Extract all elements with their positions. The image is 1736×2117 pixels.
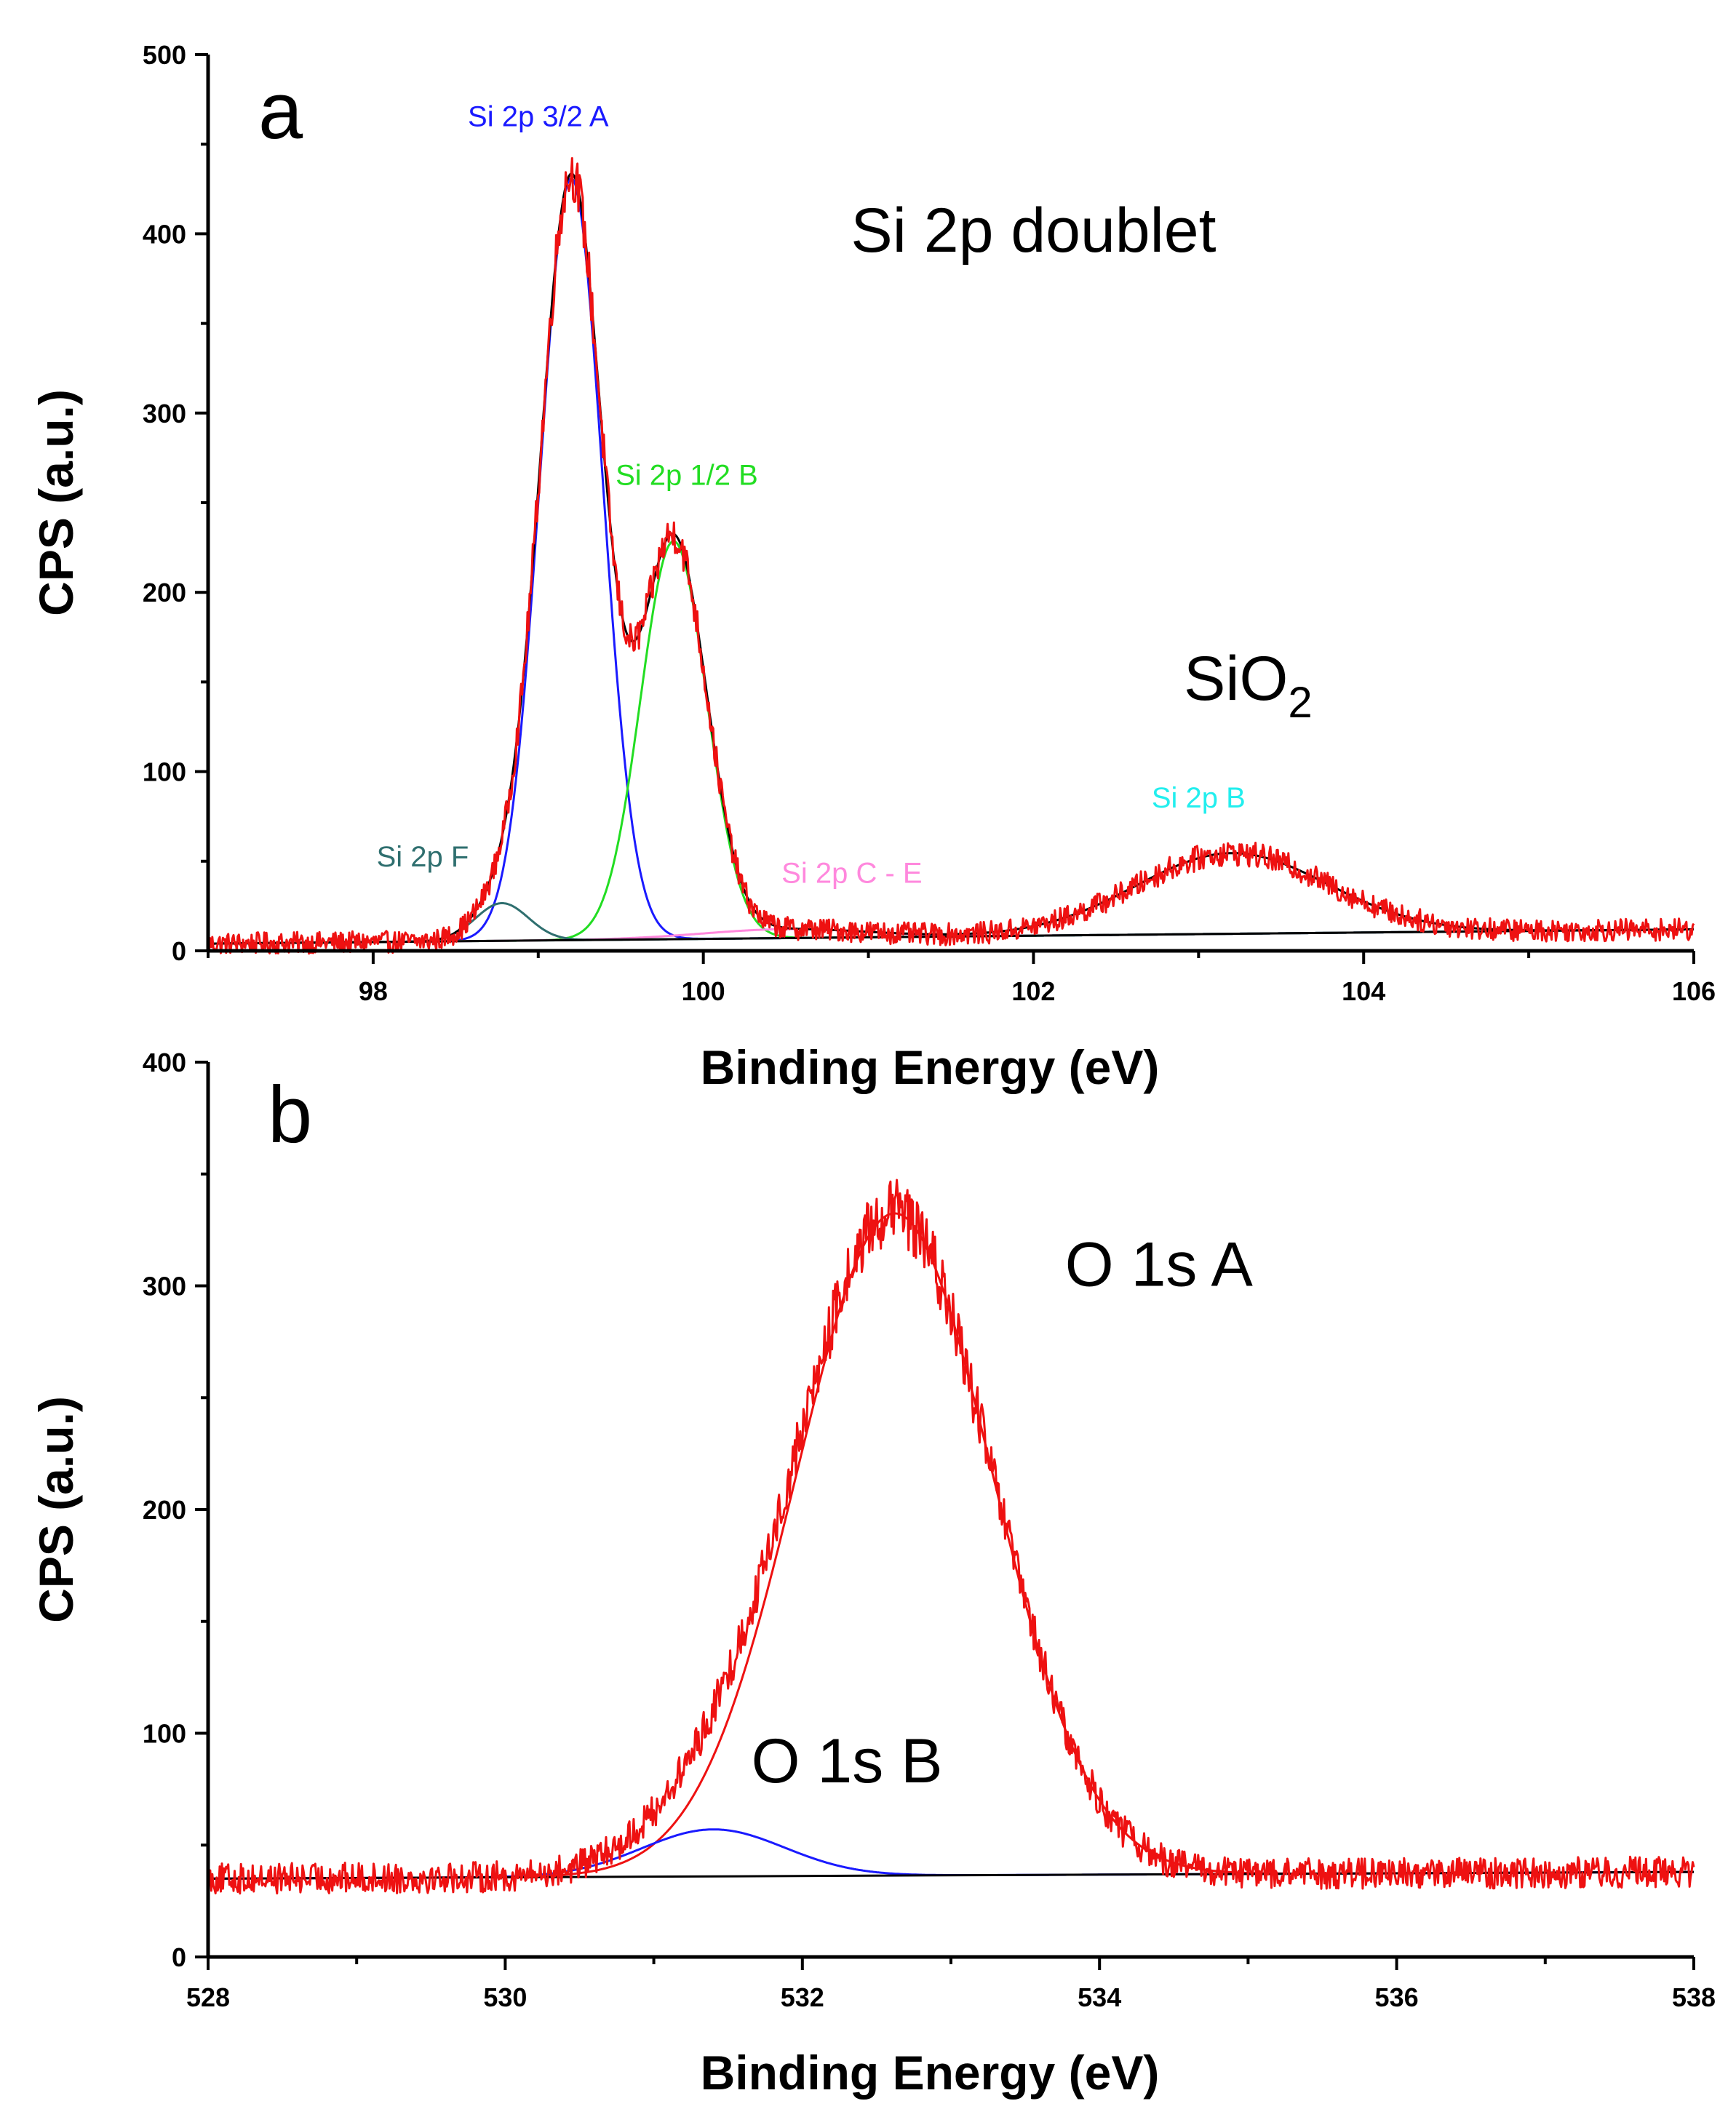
x-tick-label: 106	[1672, 976, 1716, 1006]
annotation-text: O 1s A	[1065, 1230, 1254, 1300]
y-tick-label: 200	[143, 578, 186, 607]
y-tick-label: 100	[143, 1719, 186, 1749]
y-tick-label: 100	[143, 757, 186, 787]
y-tick-label: 400	[143, 1048, 186, 1077]
panel-b-y-title: CPS (a.u.)	[29, 1396, 83, 1623]
annotation-o-1s-a: O 1s A	[1065, 1230, 1254, 1300]
y-tick-label: 500	[143, 40, 186, 70]
panel-b-letter: b	[268, 1070, 312, 1160]
panel-a-ticks: 98 100 102 104 106 0 100 200 300 400 500	[143, 40, 1716, 1006]
x-tick-label: 528	[186, 1982, 230, 2012]
x-tick-label: 530	[483, 1982, 527, 2012]
x-tick-label: 104	[1342, 976, 1385, 1006]
y-tick-label: 400	[143, 219, 186, 249]
panel-b: 528 530 532 534 536 538 0 100 200 300 400 b Bindin…	[29, 1048, 1716, 2100]
annotation-text: O 1s B	[752, 1726, 943, 1796]
panel-a-x-title: Binding Energy (eV)	[701, 1040, 1160, 1094]
annotation-si-2p-1-2-b: Si 2p 1/2 B	[616, 459, 758, 491]
annotation-o-1s-b: O 1s B	[752, 1726, 943, 1796]
annotation-si-2p-f: Si 2p F	[377, 841, 469, 873]
y-tick-label: 300	[143, 1272, 186, 1301]
panel-a-letter: a	[258, 66, 303, 156]
series-measured-spectrum	[207, 1179, 1695, 1895]
series-si-2p-3-2-a	[208, 177, 1694, 945]
x-tick-label: 532	[781, 1982, 824, 2012]
annotation-si-2p-3-2-a: Si 2p 3/2 A	[468, 101, 609, 133]
panel-b-x-title: Binding Energy (eV)	[701, 2046, 1160, 2100]
series-envelope	[208, 172, 1694, 945]
x-tick-label: 102	[1011, 976, 1055, 1006]
panel-a-annotations: Si 2p doublet SiO2 Si 2p 3/2 A Si 2p 1/2 B S…	[377, 101, 1313, 890]
annotation-text: Si 2p 3/2 A	[468, 101, 609, 133]
x-tick-label: 534	[1078, 1982, 1121, 2012]
annotation-si-2p-doublet: Si 2p doublet	[851, 196, 1216, 266]
panel-a-y-title: CPS (a.u.)	[29, 389, 83, 616]
series-measured-spectrum	[207, 157, 1695, 955]
y-tick-label: 300	[143, 399, 186, 428]
series-si-2p-1-2-b	[208, 540, 1694, 945]
annotation-text: Si 2p C - E	[781, 857, 922, 889]
panel-a-series	[207, 157, 1695, 955]
annotation-subscript: 2	[1288, 678, 1312, 727]
annotation-sio: SiO2	[1184, 644, 1313, 727]
annotation-si-2p-b: Si 2p B	[1152, 782, 1246, 814]
annotation-si-2p-c-e: Si 2p C - E	[781, 857, 922, 889]
y-tick-label: 0	[172, 1942, 186, 1972]
annotation-text: SiO	[1184, 644, 1288, 714]
x-tick-label: 536	[1375, 1982, 1419, 2012]
y-tick-label: 200	[143, 1495, 186, 1525]
x-tick-label: 538	[1672, 1982, 1716, 2012]
annotation-text: Si 2p 1/2 B	[616, 459, 758, 491]
x-tick-label: 100	[682, 976, 725, 1006]
annotation-text: Si 2p doublet	[851, 196, 1216, 266]
panel-b-annotations: O 1s A O 1s B	[752, 1230, 1254, 1797]
panel-b-series	[207, 1179, 1695, 1895]
panel-a: 98 100 102 104 106 0 100 200 300 400 500 a Binding…	[29, 40, 1716, 1094]
annotation-text: Si 2p F	[377, 841, 469, 873]
x-tick-label: 98	[359, 976, 388, 1006]
y-tick-label: 0	[172, 936, 186, 966]
panel-b-ticks: 528 530 532 534 536 538 0 100 200 300 400	[143, 1048, 1716, 2012]
annotation-text: Si 2p B	[1152, 782, 1246, 814]
